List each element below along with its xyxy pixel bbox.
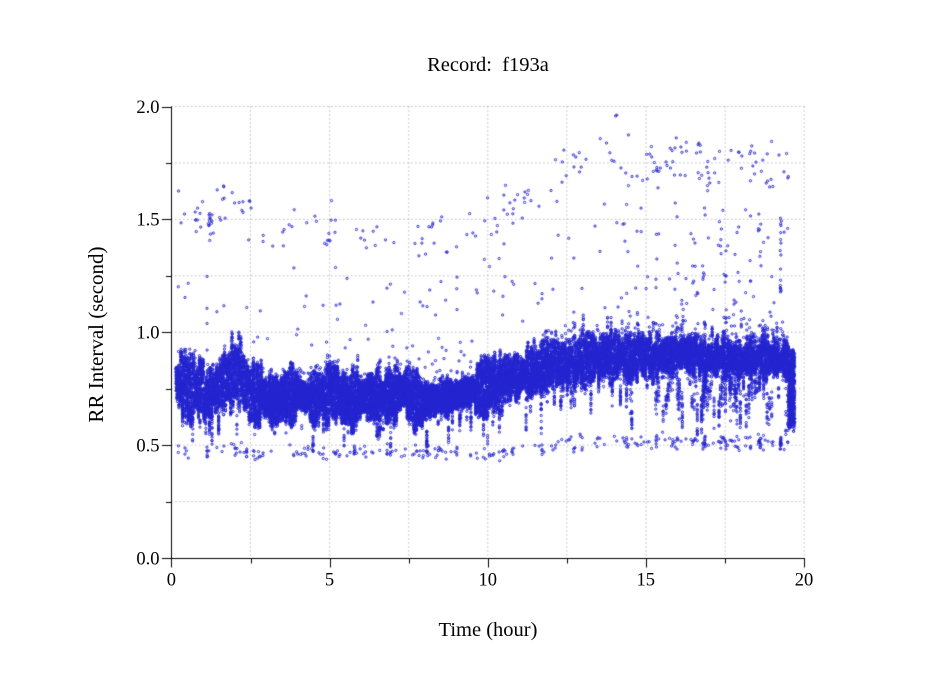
svg-text:1.5: 1.5	[136, 211, 159, 231]
svg-text:0: 0	[167, 571, 176, 591]
svg-text:2.0: 2.0	[136, 98, 159, 118]
svg-text:15: 15	[637, 571, 656, 591]
svg-text:0.0: 0.0	[136, 549, 159, 569]
svg-text:20: 20	[795, 571, 814, 591]
svg-text:0.5: 0.5	[136, 436, 159, 456]
svg-text:1.0: 1.0	[136, 324, 159, 344]
svg-text:5: 5	[325, 571, 334, 591]
svg-text:RR Interval (second): RR Interval (second)	[84, 246, 108, 422]
svg-text:Record: f193a: Record: f193a	[427, 54, 549, 76]
svg-text:10: 10	[478, 571, 497, 591]
svg-text:Time (hour): Time (hour)	[439, 619, 538, 641]
